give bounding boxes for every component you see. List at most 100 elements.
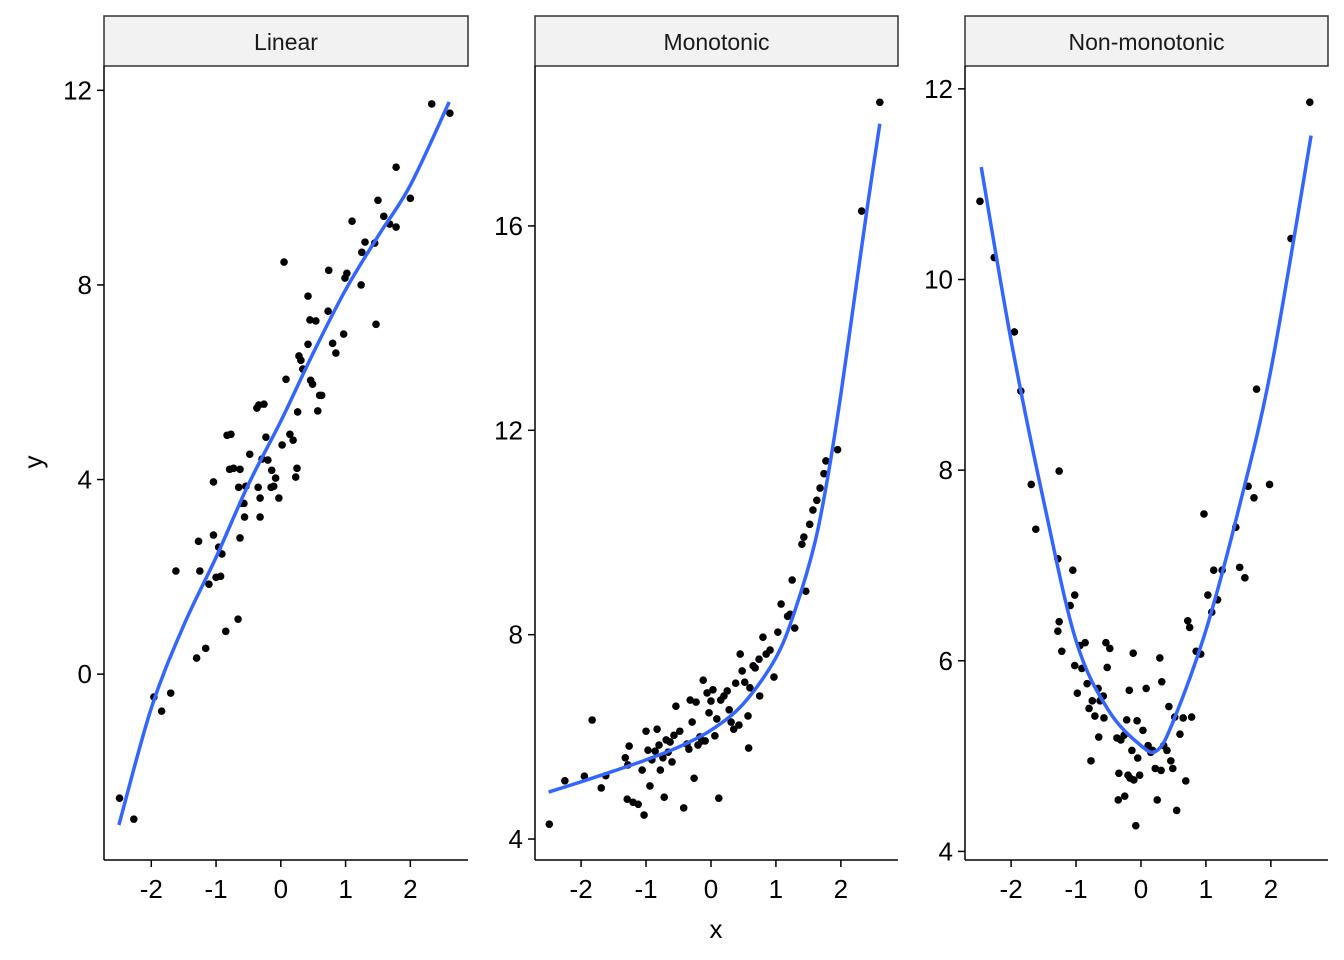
x-tick-label: 0 <box>1134 874 1148 904</box>
x-tick-label: -2 <box>140 874 163 904</box>
data-point <box>427 100 436 108</box>
data-point <box>343 269 351 278</box>
data-point <box>1125 686 1134 695</box>
smooth-line <box>979 135 1313 755</box>
data-point <box>770 673 778 681</box>
data-point <box>324 266 333 275</box>
data-point <box>1087 757 1095 765</box>
data-point <box>1054 627 1062 636</box>
points <box>545 98 884 829</box>
data-point <box>339 330 348 338</box>
x-tick-label: -2 <box>1000 874 1023 904</box>
data-point <box>1130 776 1138 784</box>
data-point <box>1131 821 1140 830</box>
data-point <box>1083 679 1091 688</box>
data-point <box>256 513 264 521</box>
data-point <box>372 320 380 329</box>
data-point <box>1103 663 1112 672</box>
y-tick-label: 16 <box>494 211 523 241</box>
data-point <box>1094 733 1103 741</box>
data-point <box>254 483 262 492</box>
data-point <box>209 478 218 486</box>
data-point <box>623 795 632 803</box>
data-point <box>1122 716 1131 724</box>
y-tick-label: 8 <box>509 620 523 650</box>
data-point <box>638 766 646 774</box>
data-point <box>692 698 700 706</box>
data-point <box>297 356 305 365</box>
data-point <box>822 457 830 465</box>
data-point <box>1139 726 1147 735</box>
y-tick-label: 10 <box>924 265 953 295</box>
data-point <box>245 450 254 459</box>
data-point <box>699 676 707 684</box>
data-point <box>820 469 828 478</box>
smooth-line <box>548 123 882 794</box>
data-point <box>308 380 317 388</box>
data-point <box>1070 591 1079 599</box>
data-point <box>157 707 166 715</box>
data-point <box>267 466 276 475</box>
data-point <box>809 506 817 514</box>
y-axis-title: y <box>18 456 48 469</box>
data-point <box>1157 766 1165 775</box>
data-point <box>256 494 264 502</box>
data-point <box>876 98 884 107</box>
facet-title: Linear <box>254 29 318 55</box>
data-point <box>1157 677 1166 686</box>
x-tick-label: 1 <box>769 874 783 904</box>
data-point <box>282 375 290 384</box>
data-point <box>1153 796 1162 804</box>
data-point <box>813 496 821 505</box>
data-point <box>166 689 175 697</box>
data-point <box>976 197 984 206</box>
data-point <box>731 679 740 688</box>
data-point <box>1163 746 1171 755</box>
data-point <box>790 624 799 632</box>
data-point <box>209 531 218 539</box>
data-point <box>744 744 753 752</box>
data-point <box>1010 328 1019 336</box>
data-point <box>1135 771 1144 779</box>
data-point <box>640 811 648 819</box>
y-tick-label: 12 <box>924 74 953 104</box>
data-point <box>621 754 630 762</box>
data-point <box>703 689 711 697</box>
data-point <box>236 465 244 474</box>
data-point <box>816 484 824 492</box>
data-point <box>1070 661 1079 670</box>
data-point <box>1031 525 1040 534</box>
data-point <box>357 281 365 289</box>
facet-strip <box>534 15 899 67</box>
data-point <box>713 715 721 723</box>
data-point <box>1187 713 1196 721</box>
data-point <box>306 316 314 324</box>
y-tick-label: 4 <box>78 465 92 495</box>
x-tick-label: -2 <box>570 874 593 904</box>
data-point <box>672 702 680 711</box>
data-point <box>788 576 796 584</box>
data-point <box>805 520 814 529</box>
points <box>115 100 454 823</box>
data-point <box>229 464 238 473</box>
facet-strip <box>964 15 1329 67</box>
data-point <box>317 391 326 400</box>
data-point <box>668 758 676 766</box>
data-point <box>746 684 754 692</box>
data-point <box>744 712 752 720</box>
y-tick-label: 8 <box>78 270 92 300</box>
data-point <box>597 784 606 792</box>
data-point <box>1181 777 1190 785</box>
data-point <box>260 400 268 408</box>
data-point <box>1115 769 1123 778</box>
data-point <box>332 349 340 357</box>
data-point <box>115 794 124 803</box>
x-axis-title: x <box>710 914 723 944</box>
data-point <box>857 207 866 215</box>
data-point <box>801 587 810 596</box>
data-point <box>1102 638 1110 647</box>
data-point <box>1114 796 1123 804</box>
data-point <box>406 194 415 203</box>
